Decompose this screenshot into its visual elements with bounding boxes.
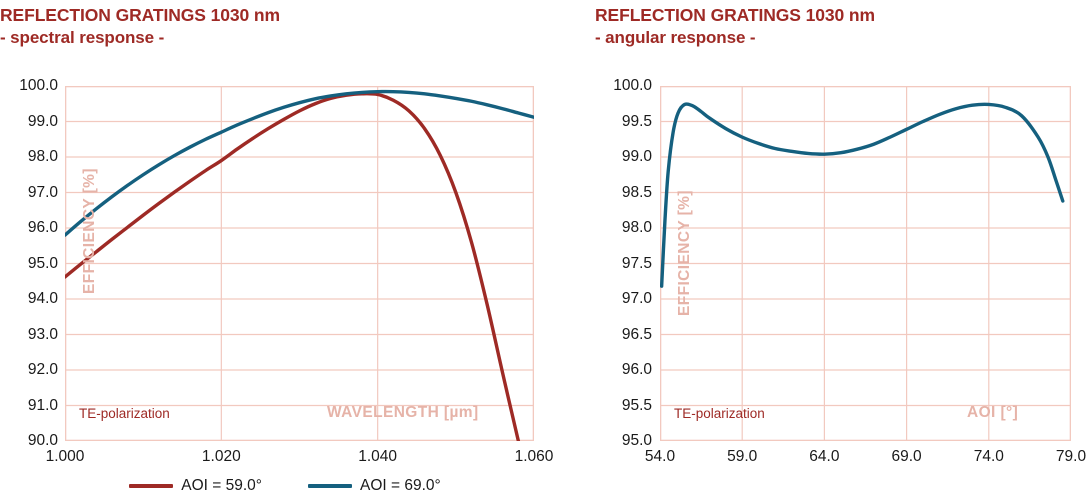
right-x-axis-tick-labels: 54.0 59.0 64.0 69.0 74.0 79.0	[645, 446, 1086, 468]
legend-label: AOI = 69.0°	[360, 477, 441, 494]
right-chart-subtitle: - angular response -	[595, 28, 756, 47]
y-tick-label: 95.0	[621, 432, 652, 449]
right-y-axis-tick-labels: 95.0 95.5 96.0 96.5 97.0 97.5 98.0 98.5 99.0 99.5…	[594, 77, 652, 449]
y-tick-label: 91.0	[27, 396, 58, 414]
y-tick-label: 98.0	[621, 219, 652, 236]
legend-line-swatch	[129, 484, 174, 488]
left-y-axis-tick-labels: 90.0 91.0 92.0 93.0 94.0 95.0 96.0 97.0 98.0 99.0…	[0, 77, 58, 449]
x-tick-label: 1.020	[201, 448, 241, 465]
x-tick-label: 1.000	[45, 448, 85, 465]
chart-legend: AOI = 59.0° AOI = 69.0°	[0, 472, 570, 500]
legend-label: AOI = 59.0°	[181, 477, 262, 494]
legend-item[interactable]: AOI = 69.0°	[308, 477, 441, 495]
y-tick-label: 90.0	[27, 432, 58, 449]
y-tick-label: 95.0	[27, 254, 58, 272]
panel-spectral-response: REFLECTION GRATINGS 1030 nm - spectral r…	[0, 0, 570, 470]
y-tick-label: 98.0	[27, 148, 58, 165]
y-tick-label: 97.0	[27, 183, 58, 201]
y-tick-label: 99.0	[621, 148, 652, 165]
y-tick-label: 94.0	[27, 290, 58, 307]
y-tick-label: 96.0	[621, 361, 652, 378]
x-tick-label: 79.0	[1055, 448, 1087, 465]
legend-line-swatch	[308, 484, 352, 488]
y-tick-label: 96.0	[27, 219, 58, 236]
legend-item[interactable]: AOI = 59.0°	[129, 477, 262, 495]
right-polarization-annotation: TE-polarization	[674, 406, 765, 421]
left-plot-svg	[65, 86, 534, 441]
y-tick-label: 98.5	[621, 183, 652, 201]
left-chart-subtitle: - spectral response -	[0, 28, 165, 47]
y-tick-label: 99.5	[621, 112, 652, 130]
y-tick-label: 97.0	[621, 290, 652, 307]
panel-angular-response: REFLECTION GRATINGS 1030 nm - angular re…	[585, 0, 1087, 470]
y-tick-label: 97.5	[621, 254, 652, 272]
y-tick-label: 100.0	[613, 77, 652, 94]
y-tick-label: 95.5	[621, 396, 652, 414]
right-plot-area: EFFICIENCY [%] AOI [°] TE-polarization	[660, 86, 1071, 441]
x-tick-label: 69.0	[891, 448, 922, 465]
x-tick-label: 74.0	[973, 448, 1004, 465]
y-tick-label: 92.0	[27, 361, 58, 378]
x-tick-label: 1.040	[358, 448, 398, 465]
x-tick-label: 1.060	[514, 448, 554, 465]
left-polarization-annotation: TE-polarization	[79, 406, 170, 421]
y-tick-label: 99.0	[27, 112, 58, 130]
right-chart-title: REFLECTION GRATINGS 1030 nm	[595, 5, 875, 25]
right-plot-svg	[660, 86, 1071, 441]
left-plot-area: EFFICIENCY [%] WAVELENGTH [µm] TE-polari…	[65, 86, 534, 441]
y-tick-label: 96.5	[621, 325, 652, 343]
y-tick-label: 93.0	[27, 325, 58, 343]
x-tick-label: 64.0	[809, 448, 840, 465]
left-chart-title: REFLECTION GRATINGS 1030 nm	[0, 5, 280, 25]
x-tick-label: 59.0	[727, 448, 758, 465]
y-tick-label: 100.0	[19, 77, 58, 94]
left-x-axis-tick-labels: 1.000 1.020 1.040 1.060	[46, 446, 554, 468]
x-tick-label: 54.0	[644, 448, 676, 465]
